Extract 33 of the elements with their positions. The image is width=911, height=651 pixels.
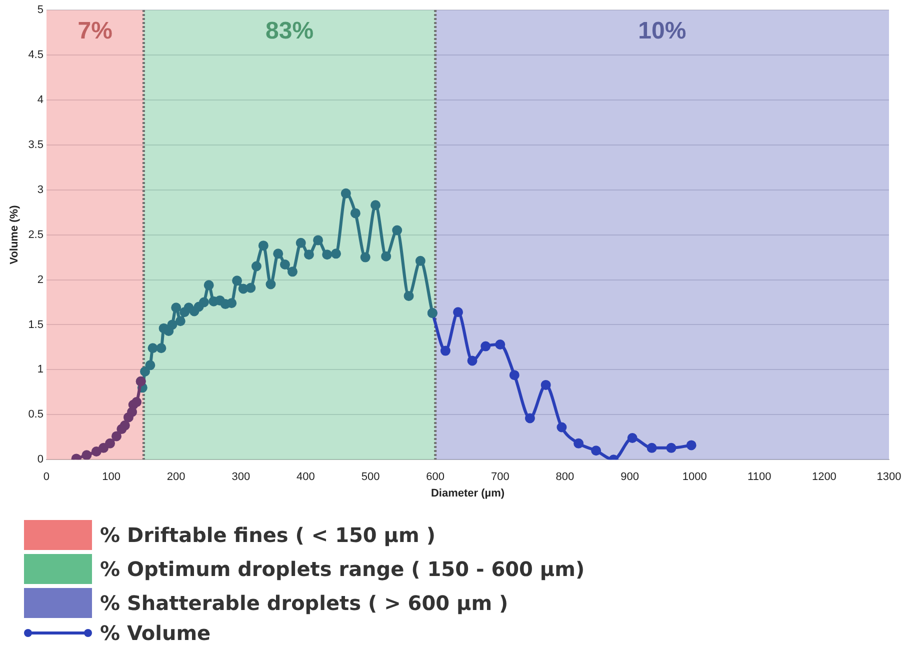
annotation: 83% — [266, 18, 314, 45]
annotation: 10% — [638, 18, 686, 45]
x-tick-label: 900 — [620, 471, 639, 484]
legend-label: % Volume — [100, 621, 211, 645]
x-tick-label: 700 — [490, 471, 510, 484]
legend-label: % Shatterable droplets ( > 600 µm ) — [100, 591, 508, 615]
y-tick-label: 5 — [37, 4, 44, 16]
x-tick-label: 600 — [426, 471, 445, 484]
y-tick-label: 4.5 — [28, 48, 44, 61]
y-tick-label: 4 — [37, 94, 44, 106]
x-tick-label: 800 — [556, 471, 574, 484]
y-tick-label: 2 — [37, 274, 44, 286]
x-tick-label: 1200 — [812, 471, 836, 484]
x-axis-title: Diameter (µm) — [430, 487, 505, 500]
annotation: 7% — [78, 18, 112, 45]
x-tick-label: 400 — [296, 471, 315, 484]
y-tick-label: 1 — [37, 364, 44, 376]
x-tick-label: 1300 — [876, 471, 902, 484]
y-axis-title: Volume (%) — [8, 204, 21, 264]
y-tick-label: 2.5 — [28, 228, 44, 241]
x-tick-label: 1100 — [748, 471, 772, 484]
legend-label: % Driftable fines ( < 150 µm ) — [100, 523, 436, 547]
y-tick-label: 3 — [37, 184, 44, 196]
y-tick-label: 0.5 — [28, 408, 44, 421]
legend-label: % Optimum droplets range ( 150 - 600 µm) — [100, 557, 585, 581]
x-tick-label: 500 — [361, 471, 380, 484]
x-tick-label: 100 — [102, 471, 120, 484]
x-tick-label: 1000 — [682, 471, 707, 484]
x-tick-label: 300 — [232, 471, 250, 484]
x-tick-label: 200 — [166, 471, 186, 484]
y-tick-label: 1.5 — [28, 318, 44, 331]
y-tick-label: 3.5 — [28, 138, 44, 151]
y-tick-label: 0 — [37, 454, 44, 466]
